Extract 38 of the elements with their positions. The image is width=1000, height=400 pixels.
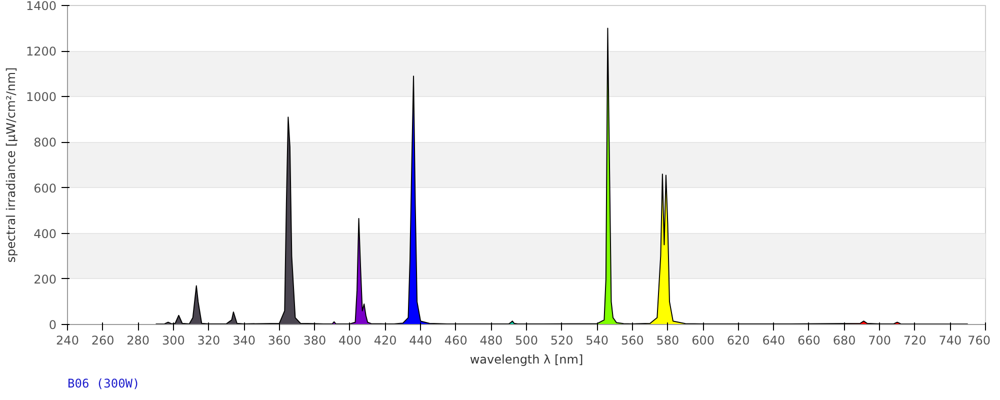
- x-tick-label: 420: [374, 334, 397, 348]
- x-tick-label: 440: [409, 334, 432, 348]
- y-tick-label: 1200: [26, 44, 57, 59]
- y-tick-label: 0: [48, 318, 57, 332]
- x-tick-label: 680: [832, 334, 856, 348]
- x-tick-label: 720: [903, 334, 926, 348]
- x-tick-label: 320: [197, 334, 220, 348]
- x-tick-label: 260: [91, 334, 114, 348]
- x-tick-label: 600: [692, 334, 714, 348]
- x-tick-label: 340: [232, 334, 256, 348]
- text: B06 (300W): [68, 376, 140, 390]
- y-axis-title: spectral irradiance [µW/cm²/nm]: [4, 67, 18, 263]
- y-tick-label: 1400: [26, 0, 57, 13]
- y-tick-label: 200: [34, 272, 56, 286]
- y-tick-label: 400: [34, 226, 56, 241]
- x-tick-label: 760: [968, 334, 990, 348]
- x-tick-label: 300: [162, 334, 185, 348]
- x-tick-label: 620: [726, 334, 750, 348]
- x-tick-label: 640: [762, 334, 786, 348]
- x-tick-label: 580: [656, 334, 680, 348]
- x-tick-label: 560: [620, 334, 644, 348]
- x-tick-label: 700: [868, 334, 892, 348]
- y-tick-label: 600: [34, 181, 56, 196]
- x-tick-label: 360: [268, 334, 291, 348]
- x-tick-label: 380: [303, 334, 326, 348]
- x-tick-label: 280: [126, 334, 150, 348]
- y-tick-label: 1000: [26, 90, 57, 104]
- x-tick-label: 460: [444, 334, 468, 348]
- x-tick-label: 240: [56, 334, 79, 348]
- x-tick-label: 500: [515, 334, 538, 348]
- x-tick-label: 540: [586, 334, 609, 348]
- x-tick-label: 400: [338, 334, 362, 348]
- x-tick-label: 520: [550, 334, 574, 348]
- x-tick-label: 480: [480, 334, 503, 348]
- y-tick-label: 800: [34, 136, 56, 150]
- x-tick-label: 660: [798, 334, 820, 348]
- x-tick-label: 740: [938, 334, 962, 348]
- x-axis-title: wavelength λ [nm]: [470, 352, 584, 366]
